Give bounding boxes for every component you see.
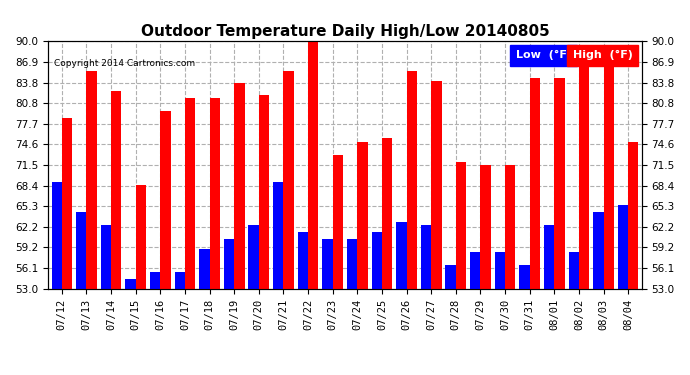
Bar: [259, 95, 269, 289]
Bar: [396, 222, 406, 289]
Bar: [160, 111, 170, 289]
Legend: Low  (°F), High  (°F): Low (°F), High (°F): [513, 47, 636, 63]
Bar: [347, 238, 357, 289]
Bar: [76, 212, 86, 289]
Bar: [357, 142, 368, 289]
Bar: [604, 55, 614, 289]
Bar: [579, 64, 589, 289]
Bar: [199, 249, 210, 289]
Bar: [554, 78, 564, 289]
Bar: [234, 83, 244, 289]
Bar: [185, 98, 195, 289]
Bar: [136, 185, 146, 289]
Bar: [456, 162, 466, 289]
Bar: [470, 252, 480, 289]
Bar: [530, 78, 540, 289]
Bar: [52, 182, 62, 289]
Bar: [446, 266, 456, 289]
Bar: [520, 266, 530, 289]
Bar: [421, 225, 431, 289]
Text: Copyright 2014 Cartronics.com: Copyright 2014 Cartronics.com: [55, 58, 195, 68]
Bar: [618, 205, 628, 289]
Bar: [505, 165, 515, 289]
Bar: [248, 225, 259, 289]
Bar: [175, 272, 185, 289]
Bar: [126, 279, 136, 289]
Title: Outdoor Temperature Daily High/Low 20140805: Outdoor Temperature Daily High/Low 20140…: [141, 24, 549, 39]
Bar: [593, 212, 604, 289]
Bar: [86, 71, 97, 289]
Bar: [372, 232, 382, 289]
Bar: [406, 71, 417, 289]
Bar: [111, 92, 121, 289]
Bar: [210, 98, 220, 289]
Bar: [273, 182, 284, 289]
Bar: [544, 225, 554, 289]
Bar: [62, 118, 72, 289]
Bar: [150, 272, 160, 289]
Bar: [431, 81, 442, 289]
Bar: [284, 71, 294, 289]
Bar: [322, 238, 333, 289]
Bar: [495, 252, 505, 289]
Bar: [628, 142, 638, 289]
Bar: [569, 252, 579, 289]
Bar: [308, 38, 318, 289]
Bar: [297, 232, 308, 289]
Bar: [224, 238, 234, 289]
Bar: [333, 155, 343, 289]
Bar: [101, 225, 111, 289]
Bar: [480, 165, 491, 289]
Bar: [382, 138, 393, 289]
